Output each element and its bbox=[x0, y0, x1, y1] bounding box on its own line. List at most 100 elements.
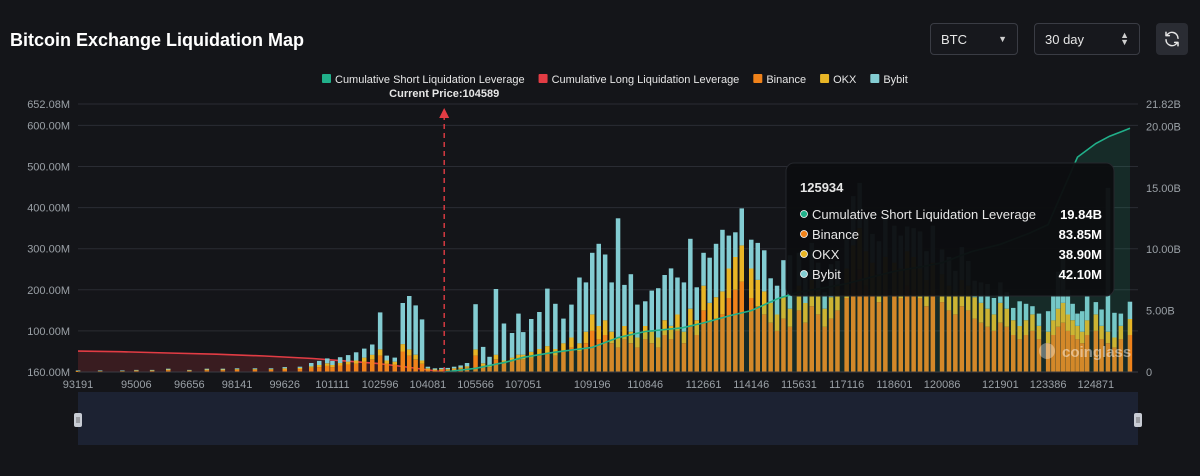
legend-label: Cumulative Long Liquidation Leverage bbox=[552, 74, 740, 86]
bar-bybit bbox=[509, 333, 515, 358]
bar-binance bbox=[835, 310, 840, 372]
bar-bybit bbox=[384, 355, 389, 361]
x-tick-label: 120086 bbox=[924, 379, 961, 391]
bar-okx bbox=[377, 349, 383, 356]
bar-binance bbox=[953, 314, 958, 372]
bar-binance bbox=[675, 330, 680, 372]
bar-binance bbox=[828, 318, 834, 372]
legend-swatch bbox=[820, 74, 830, 83]
bar-binance bbox=[688, 326, 693, 372]
range-slider bbox=[74, 392, 1142, 445]
bar-okx bbox=[985, 308, 990, 327]
bar-binance bbox=[1017, 339, 1022, 372]
bar-okx bbox=[309, 366, 314, 368]
x-tick-label: 93191 bbox=[63, 379, 94, 391]
bar-okx bbox=[1105, 331, 1111, 344]
tooltip-background bbox=[785, 162, 1115, 297]
bar-okx bbox=[739, 245, 744, 282]
bar-bybit bbox=[1084, 295, 1090, 321]
slider-handle-right[interactable] bbox=[1134, 413, 1142, 427]
bar-binance bbox=[815, 314, 821, 372]
current-price-marker: Current Price:104589 bbox=[389, 88, 499, 372]
x-tick-label: 105566 bbox=[457, 379, 494, 391]
coin-select[interactable]: BTC ▼ bbox=[930, 23, 1018, 55]
y-right-tick-label: 15.00B bbox=[1146, 183, 1181, 195]
bar-okx bbox=[149, 370, 155, 371]
bar-okx bbox=[268, 369, 274, 370]
bar-binance bbox=[377, 355, 383, 372]
bar-okx bbox=[946, 285, 952, 311]
bar-okx bbox=[220, 369, 226, 371]
bar-binance bbox=[1099, 339, 1104, 372]
bar-binance bbox=[309, 367, 314, 372]
bar-bybit bbox=[220, 368, 226, 370]
range-select[interactable]: 30 day ▲ ▼ bbox=[1034, 23, 1140, 55]
bar-okx bbox=[464, 366, 470, 368]
bar-bybit bbox=[282, 367, 287, 369]
bar-bybit bbox=[451, 366, 457, 369]
current-price-label: Current Price:104589 bbox=[389, 88, 499, 100]
bar-okx bbox=[1118, 326, 1124, 340]
bar-okx bbox=[768, 303, 773, 323]
bar-binance bbox=[656, 347, 661, 372]
bar-binance bbox=[749, 298, 754, 372]
bar-okx bbox=[297, 367, 303, 370]
x-tick-label: 110846 bbox=[627, 379, 663, 391]
bar-bybit bbox=[537, 312, 542, 349]
legend-label: Bybit bbox=[883, 74, 907, 86]
bar-okx bbox=[835, 285, 840, 311]
bar-bybit bbox=[458, 365, 463, 368]
x-tick-label: 109196 bbox=[574, 379, 611, 391]
bar-okx bbox=[537, 349, 542, 356]
bar-okx bbox=[166, 369, 171, 371]
bar-binance bbox=[149, 370, 155, 372]
bar-okx bbox=[1023, 320, 1029, 335]
bar-bybit bbox=[1023, 303, 1029, 321]
bar-bybit bbox=[149, 369, 155, 371]
y-left-tick-label: 200.00M bbox=[27, 285, 70, 297]
bar-okx bbox=[796, 285, 802, 311]
bar-binance bbox=[220, 370, 226, 372]
bar-binance bbox=[590, 330, 595, 372]
bar-bybit bbox=[370, 344, 375, 355]
bar-binance bbox=[1127, 335, 1133, 372]
bar-binance bbox=[781, 318, 786, 372]
bar-binance bbox=[1055, 326, 1061, 372]
bar-okx bbox=[749, 268, 754, 298]
short-liquidation-area bbox=[444, 128, 1130, 372]
bar-okx bbox=[577, 343, 582, 352]
refresh-button[interactable] bbox=[1156, 23, 1188, 55]
x-tick-label: 114146 bbox=[733, 379, 769, 391]
tooltip-box: 125934 Cumulative Short Liquidation Lever… bbox=[785, 162, 1115, 297]
x-tick-label: 107051 bbox=[505, 379, 542, 391]
bar-binance bbox=[569, 347, 574, 372]
bar-binance bbox=[384, 363, 389, 372]
bar-okx bbox=[622, 326, 627, 340]
bar-bybit bbox=[473, 304, 478, 350]
bar-binance bbox=[1084, 335, 1090, 372]
tooltip-dot bbox=[800, 270, 808, 278]
bar-okx bbox=[675, 314, 680, 331]
bar-okx bbox=[966, 285, 971, 311]
bar-bybit bbox=[330, 360, 335, 365]
bar-bybit bbox=[1127, 301, 1133, 319]
bar-bybit bbox=[516, 313, 521, 355]
bar-binance bbox=[609, 343, 614, 372]
bar-okx bbox=[419, 360, 425, 364]
bar-binance bbox=[892, 293, 897, 372]
bar-okx bbox=[561, 343, 566, 352]
bar-bybit bbox=[297, 366, 303, 368]
bar-binance bbox=[911, 289, 916, 372]
range-select-value: 30 day bbox=[1045, 31, 1085, 47]
slider-handle-left[interactable] bbox=[74, 413, 82, 427]
bar-bybit bbox=[713, 243, 719, 298]
bar-bybit bbox=[439, 367, 444, 370]
bar-okx bbox=[493, 354, 499, 360]
bar-bybit bbox=[739, 208, 744, 246]
legend-swatch bbox=[322, 74, 331, 83]
bar-bybit bbox=[781, 260, 786, 298]
bar-okx bbox=[1075, 326, 1080, 340]
bar-binance bbox=[649, 343, 654, 372]
bar-binance bbox=[317, 367, 322, 372]
